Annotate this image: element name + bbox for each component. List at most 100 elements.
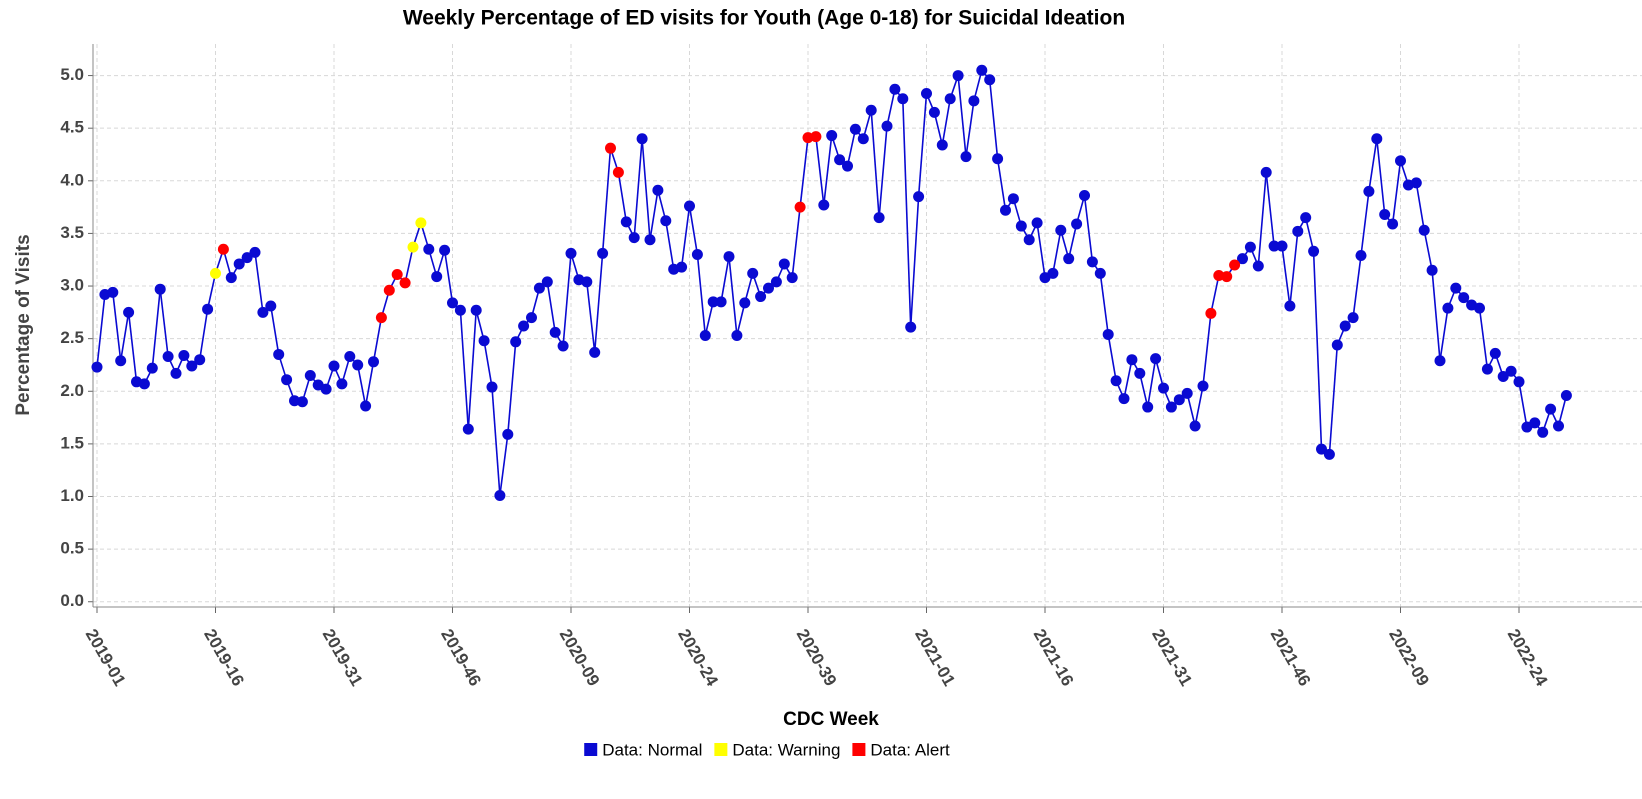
data-point (375, 312, 387, 324)
data-point (660, 215, 672, 227)
line-segment (507, 341, 517, 435)
data-point (1047, 267, 1059, 279)
data-point (715, 296, 727, 308)
line-segment (1052, 230, 1062, 274)
line-segment (562, 253, 572, 347)
line-segment (736, 302, 746, 336)
data-point (1260, 166, 1272, 178)
data-point (1489, 347, 1501, 359)
data-point (1379, 208, 1391, 220)
data-point (818, 199, 830, 211)
line-segment (641, 138, 651, 240)
data-point (486, 381, 498, 393)
chart-title: Weekly Percentage of ED visits for Youth… (403, 7, 1125, 30)
data-point (462, 423, 474, 435)
line-segment (1036, 222, 1046, 278)
data-point (849, 123, 861, 135)
data-point (1173, 394, 1185, 406)
data-point (676, 261, 688, 273)
data-point (510, 336, 522, 348)
line-segment (870, 110, 880, 218)
x-tick-label: 2019-46 (437, 626, 485, 690)
x-tick-label: 2022-09 (1385, 626, 1433, 690)
data-point (889, 83, 901, 95)
data-point (1387, 218, 1399, 230)
data-point (589, 346, 601, 358)
data-point (1118, 393, 1130, 405)
data-point (1268, 240, 1280, 252)
data-point (249, 246, 261, 258)
x-tick-label: 2019-31 (319, 626, 367, 690)
data-point (1142, 401, 1154, 413)
data-point (541, 276, 553, 288)
data-point (154, 283, 166, 295)
data-point (857, 133, 869, 145)
y-tick-label: 4.0 (60, 170, 84, 189)
data-point (1513, 376, 1525, 388)
line-segment (909, 196, 920, 328)
data-point (786, 272, 798, 284)
data-point (407, 241, 419, 253)
line-segment (499, 434, 509, 496)
line-segment (593, 253, 604, 353)
x-tick-label: 2019-16 (200, 626, 248, 690)
data-point (1553, 420, 1564, 432)
x-tick-label: 2020-24 (674, 626, 722, 690)
data-point (162, 351, 174, 363)
data-point (328, 360, 340, 372)
line-segment (1328, 344, 1339, 455)
line-segment (467, 310, 477, 430)
data-point (1395, 155, 1406, 167)
line-segment (1391, 160, 1402, 225)
legend-swatch (714, 743, 728, 756)
data-point (344, 351, 356, 363)
data-point (533, 282, 545, 294)
line-segment (1186, 393, 1196, 427)
line-segment (1439, 308, 1449, 361)
line-segment (151, 289, 161, 369)
data-point (1505, 365, 1517, 377)
line-segment (1067, 223, 1078, 259)
data-point (936, 139, 948, 151)
data-point (399, 277, 411, 289)
data-point (178, 349, 190, 361)
data-point (1529, 417, 1541, 429)
data-point (865, 104, 877, 116)
line-segment (917, 93, 928, 197)
data-point (241, 252, 253, 264)
data-point (1094, 267, 1106, 279)
data-point (107, 286, 119, 298)
line-segment (127, 312, 138, 382)
data-point (770, 276, 782, 288)
data-point (597, 247, 609, 259)
data-point (281, 374, 293, 386)
line-segment (1415, 182, 1425, 231)
data-point (1300, 212, 1312, 224)
line-segment (823, 135, 833, 206)
line-segment (1107, 334, 1117, 381)
line-segment (933, 112, 944, 146)
line-segment (206, 273, 217, 310)
data-point (1410, 177, 1422, 189)
data-point (699, 329, 711, 341)
data-point (273, 348, 285, 360)
data-point (644, 234, 656, 246)
data-point (944, 93, 956, 105)
data-point (1323, 448, 1335, 460)
data-point (1545, 403, 1557, 415)
line-segment (459, 310, 470, 430)
data-point (423, 243, 435, 255)
line-segment (1360, 191, 1370, 256)
line-segment (799, 137, 809, 208)
legend-label: Data: Normal (602, 740, 702, 759)
x-tick-label: 2021-01 (911, 626, 959, 690)
data-point (257, 306, 269, 318)
data-point (1276, 240, 1288, 252)
data-point (1442, 302, 1454, 314)
line-segment (1478, 308, 1489, 370)
y-tick-label: 4.5 (60, 118, 84, 137)
data-point (1150, 353, 1162, 365)
data-point (952, 70, 964, 82)
legend-label: Data: Warning (732, 740, 840, 759)
data-point (1071, 218, 1083, 230)
